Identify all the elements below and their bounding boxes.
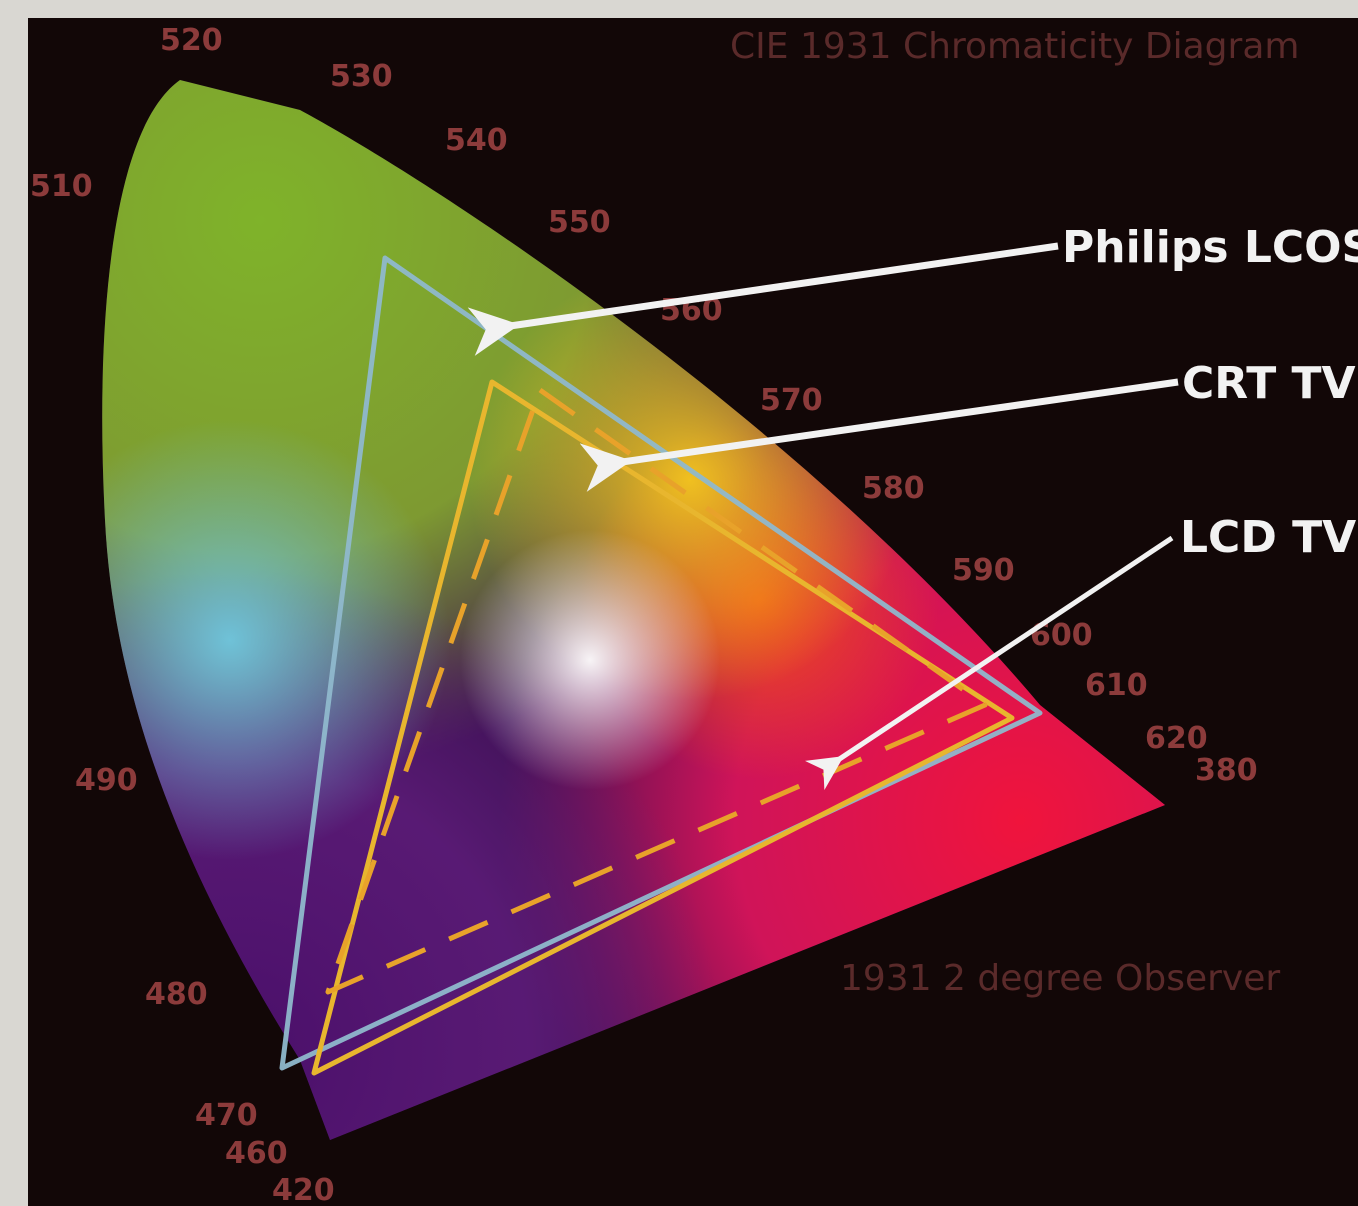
lcd-tv-gamut <box>325 387 988 995</box>
philips-lcos-gamut <box>279 255 1043 1071</box>
wavelength-label: 480 <box>145 977 208 1012</box>
wavelength-label: 590 <box>952 553 1015 588</box>
wavelength-label: 610 <box>1085 668 1148 703</box>
philips-lcos-label: Philips LCOS <box>1062 222 1358 273</box>
wavelength-label: 510 <box>30 169 93 204</box>
wavelength-label: 380 <box>1195 753 1258 788</box>
wavelength-label: 470 <box>195 1098 258 1133</box>
wavelength-label: 570 <box>760 383 823 418</box>
wavelength-label: 550 <box>548 205 611 240</box>
wavelength-label: 520 <box>160 23 223 58</box>
crt-tv-label: CRT TV <box>1182 358 1356 409</box>
wavelength-label: 620 <box>1145 721 1208 756</box>
wavelength-labels: 520 530 540 550 560 570 580 590 600 610 … <box>30 23 1258 1206</box>
crt-tv-arrow <box>579 378 1179 492</box>
wavelength-label: 530 <box>330 59 393 94</box>
wavelength-label: 420 <box>272 1173 335 1206</box>
philips-lcos-arrow <box>467 242 1059 356</box>
wavelength-label: 460 <box>225 1136 288 1171</box>
crt-tv-gamut <box>311 379 1015 1076</box>
observer-footnote: 1931 2 degree Observer <box>840 958 1280 999</box>
wavelength-label: 580 <box>862 471 925 506</box>
wavelength-label: 490 <box>75 763 138 798</box>
lcd-tv-arrow <box>804 535 1174 791</box>
wavelength-label: 540 <box>445 123 508 158</box>
lcd-tv-label: LCD TV <box>1180 512 1356 563</box>
diagram-title: CIE 1931 Chromaticity Diagram <box>730 26 1299 67</box>
